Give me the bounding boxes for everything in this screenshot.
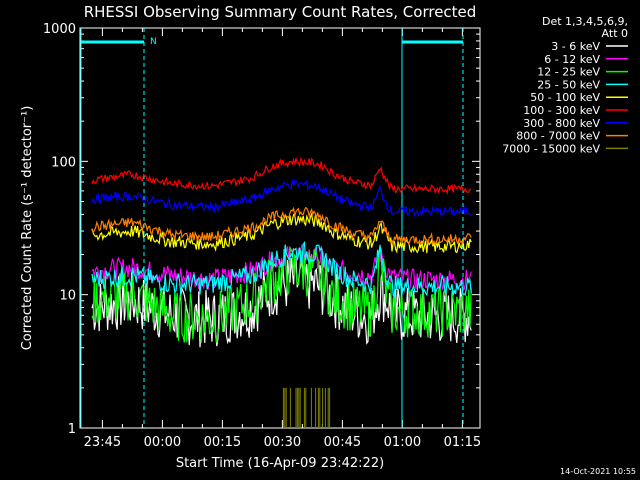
series-group bbox=[91, 157, 472, 428]
legend-label-12-25-kev: 12 - 25 keV bbox=[537, 66, 600, 79]
series-50-100-kev bbox=[91, 212, 472, 254]
y-tick-label-3: 1000 bbox=[43, 22, 76, 37]
legend-label-300-800-kev: 300 - 800 keV bbox=[523, 117, 600, 130]
legend-header-line2: Att 0 bbox=[602, 27, 628, 40]
x-axis-label: Start Time (16-Apr-09 23:42:22) bbox=[176, 456, 384, 471]
night-label: N bbox=[150, 37, 157, 47]
series-6-12-kev bbox=[91, 243, 472, 292]
x-tick-label-4: 00:45 bbox=[324, 435, 361, 450]
y-tick-label-1: 10 bbox=[59, 289, 76, 304]
y-tick-label-2: 100 bbox=[51, 155, 76, 170]
plot-frame bbox=[79, 27, 481, 429]
legend-label-7000-15000-kev: 7000 - 15000 keV bbox=[502, 142, 600, 155]
night-saa-markers bbox=[80, 28, 464, 428]
x-tick-label-1: 00:00 bbox=[144, 435, 181, 450]
x-tick-label-2: 00:15 bbox=[204, 435, 241, 450]
chart-title: RHESSI Observing Summary Count Rates, Co… bbox=[84, 3, 477, 21]
legend-label-800-7000-kev: 800 - 7000 keV bbox=[516, 130, 600, 143]
legend-label-6-12-kev: 6 - 12 keV bbox=[544, 53, 600, 66]
x-tick-label-3: 00:30 bbox=[264, 435, 301, 450]
x-tick-label-6: 01:15 bbox=[444, 435, 481, 450]
legend-label-100-300-kev: 100 - 300 keV bbox=[523, 104, 600, 117]
series-25-50-kev bbox=[91, 240, 472, 299]
timestamp: 14-Oct-2021 10:55 bbox=[560, 467, 636, 476]
legend-header-line1: Det 1,3,4,5,6,9, bbox=[542, 15, 628, 28]
y-axis-label: Corrected Count Rate (s⁻¹ detector⁻¹) bbox=[20, 106, 35, 351]
series-100-300-kev bbox=[91, 157, 472, 195]
legend-label-25-50-kev: 25 - 50 keV bbox=[537, 78, 600, 91]
axis-ticks: 23:45 00:00 00:15 00:30 00:45 01:00 01:15 1 10 10… bbox=[43, 22, 481, 450]
legend-label-50-100-kev: 50 - 100 keV bbox=[530, 91, 600, 104]
legend-label-3-6-kev: 3 - 6 keV bbox=[551, 40, 600, 53]
series-3-6-kev bbox=[91, 254, 472, 348]
series-300-800-kev bbox=[91, 179, 472, 218]
x-tick-label-0: 23:45 bbox=[84, 435, 121, 450]
x-tick-label-5: 01:00 bbox=[384, 435, 421, 450]
y-tick-label-0: 1 bbox=[68, 422, 76, 437]
series-800-7000-kev bbox=[91, 206, 472, 247]
